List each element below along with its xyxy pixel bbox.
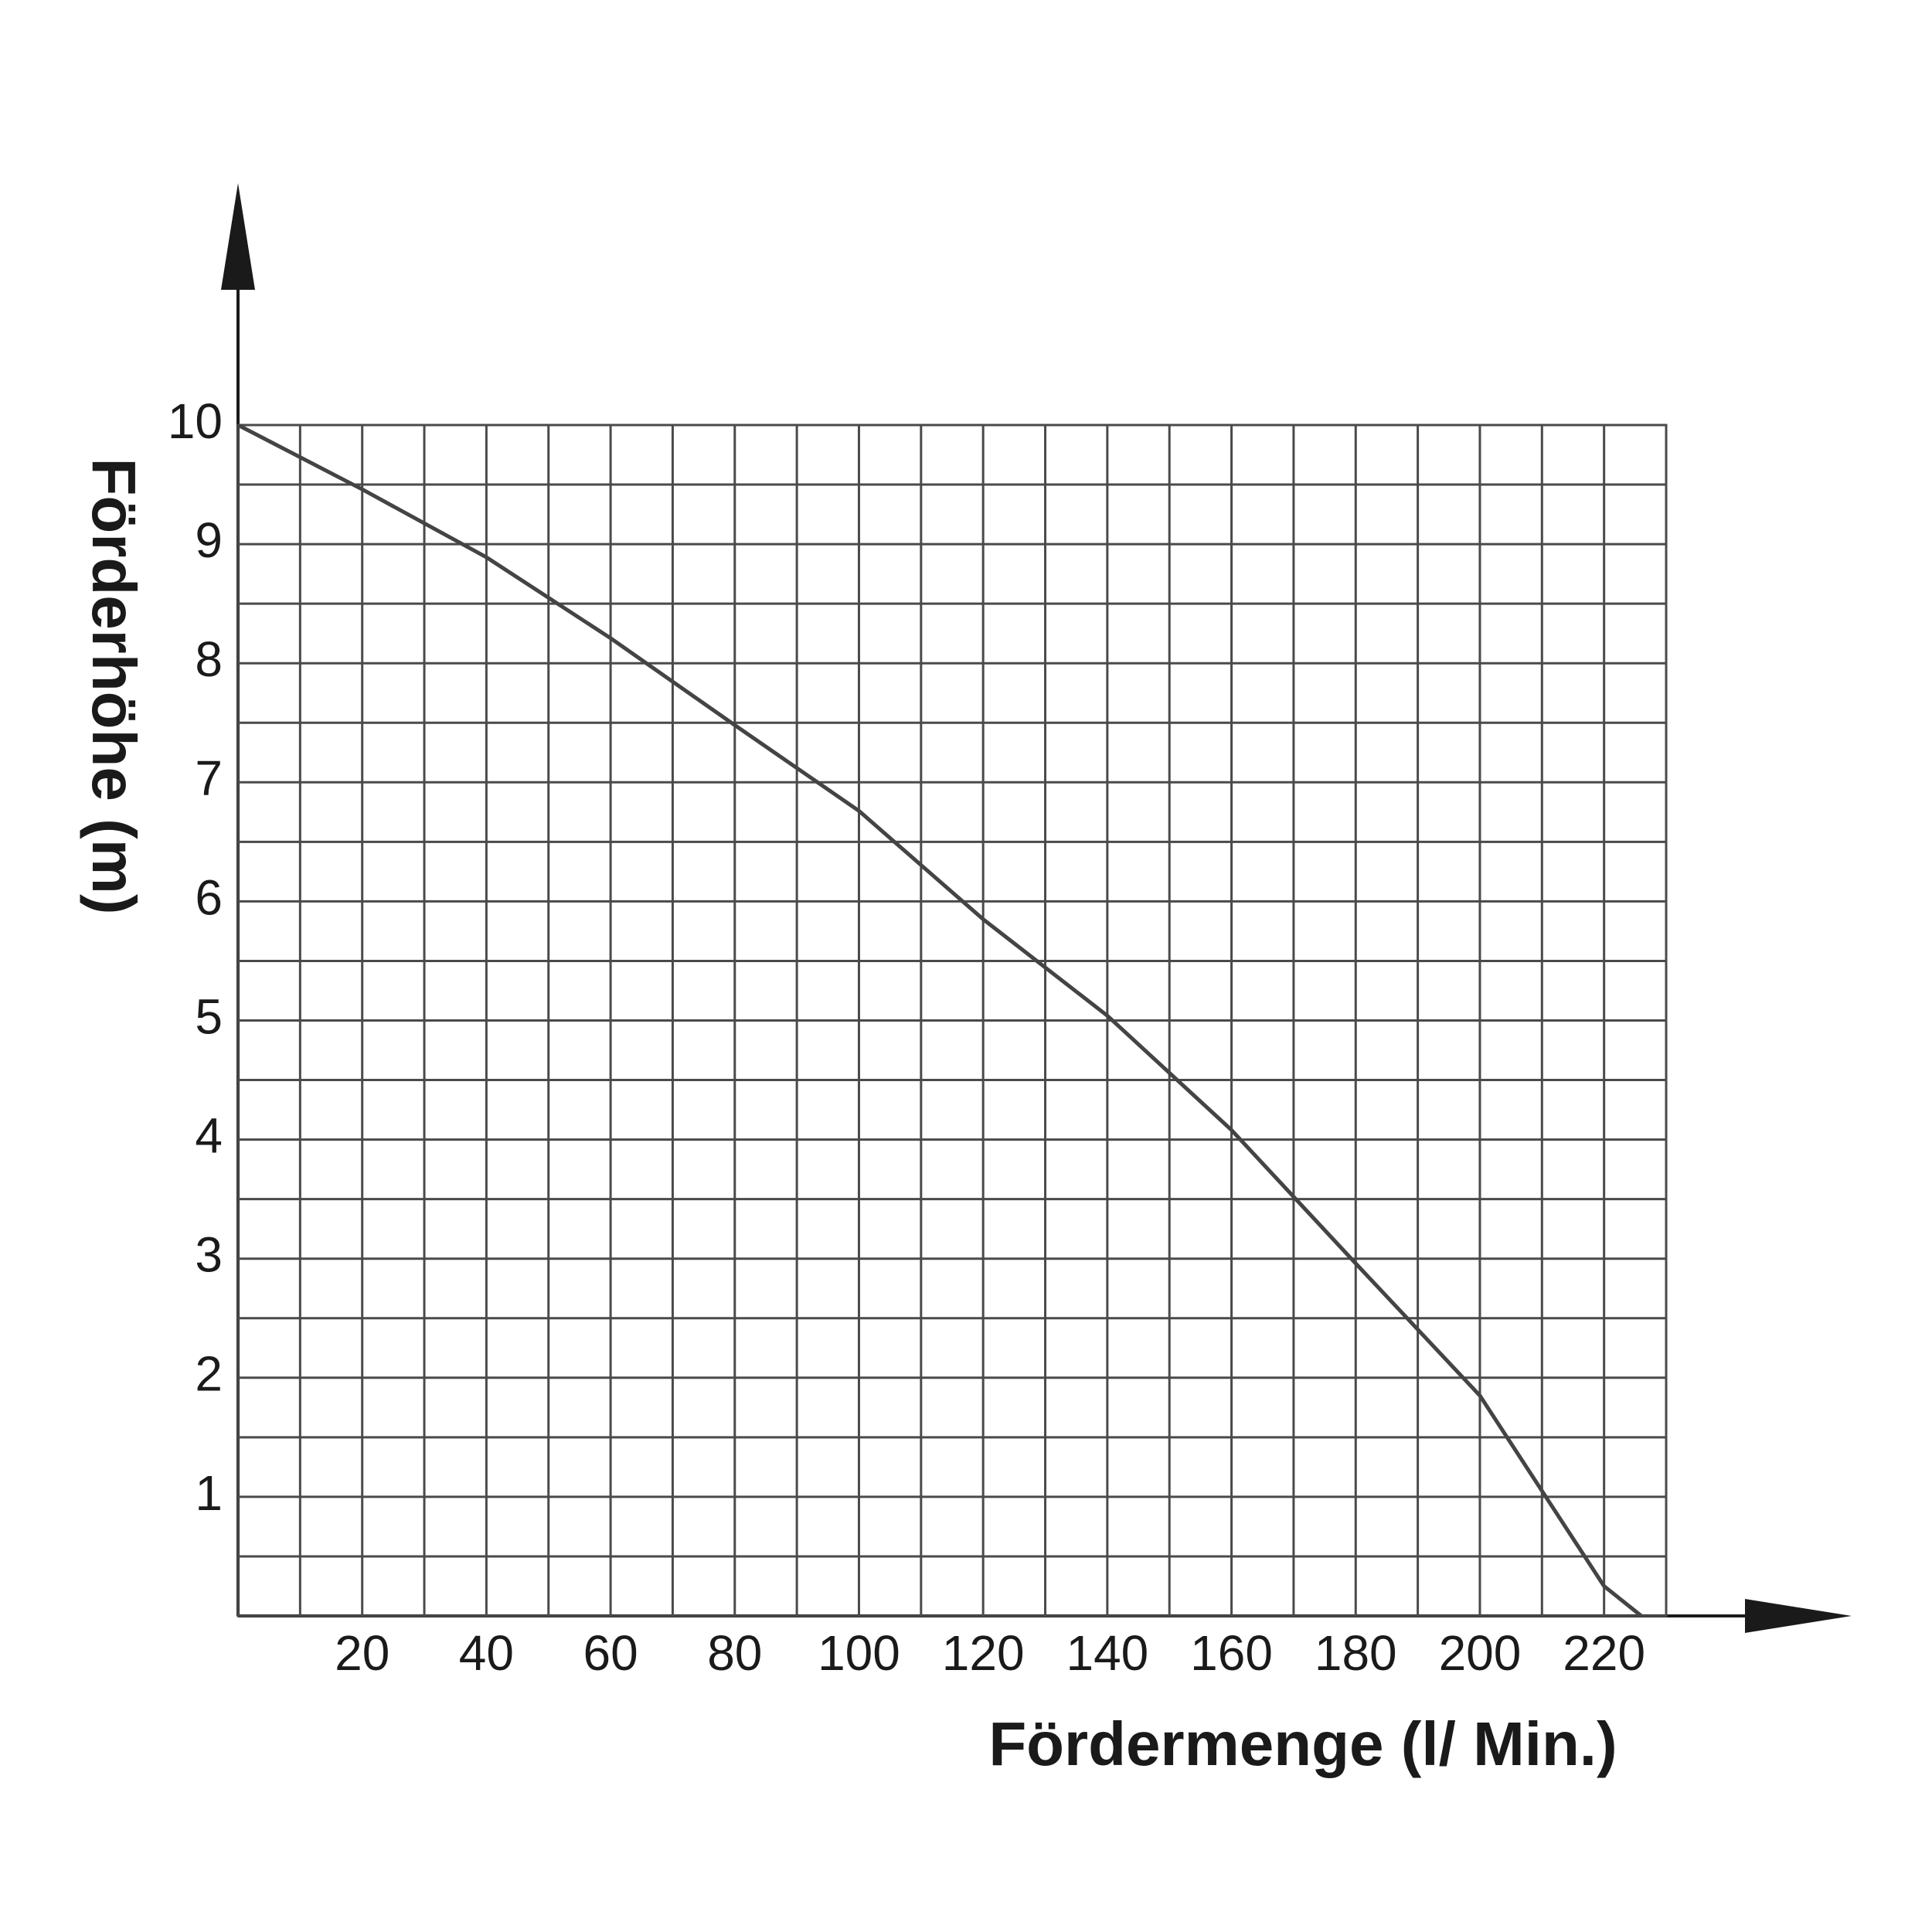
x-axis-arrow — [1745, 1599, 1852, 1633]
y-tick-label: 9 — [195, 512, 223, 568]
y-tick-label: 6 — [195, 869, 223, 925]
y-tick-label: 8 — [195, 631, 223, 687]
curve — [236, 423, 1643, 1617]
y-axis-arrow — [221, 183, 255, 290]
x-tick-label: 100 — [818, 1625, 900, 1681]
y-tick-label: 4 — [195, 1108, 223, 1164]
y-tick-label: 7 — [195, 750, 223, 806]
y-axis-title: Förderhöhe (m) — [80, 457, 148, 914]
y-tick-label: 3 — [195, 1227, 223, 1283]
x-tick-label: 200 — [1439, 1625, 1522, 1681]
x-tick-label: 220 — [1563, 1625, 1645, 1681]
y-tick-label: 5 — [195, 988, 223, 1044]
x-tick-label: 60 — [583, 1625, 638, 1681]
x-axis-title: Fördermenge (l/ Min.) — [988, 1709, 1617, 1778]
y-tick-label: 2 — [195, 1346, 223, 1402]
x-tick-label: 160 — [1190, 1625, 1273, 1681]
x-tick-label: 180 — [1315, 1625, 1397, 1681]
x-tick-label: 140 — [1066, 1625, 1148, 1681]
x-tick-label: 80 — [707, 1625, 762, 1681]
y-tick-label: 10 — [168, 393, 223, 449]
x-tick-label: 20 — [335, 1625, 389, 1681]
x-tick-label: 120 — [942, 1625, 1025, 1681]
y-tick-label: 1 — [195, 1465, 223, 1521]
x-tick-label: 40 — [459, 1625, 514, 1681]
